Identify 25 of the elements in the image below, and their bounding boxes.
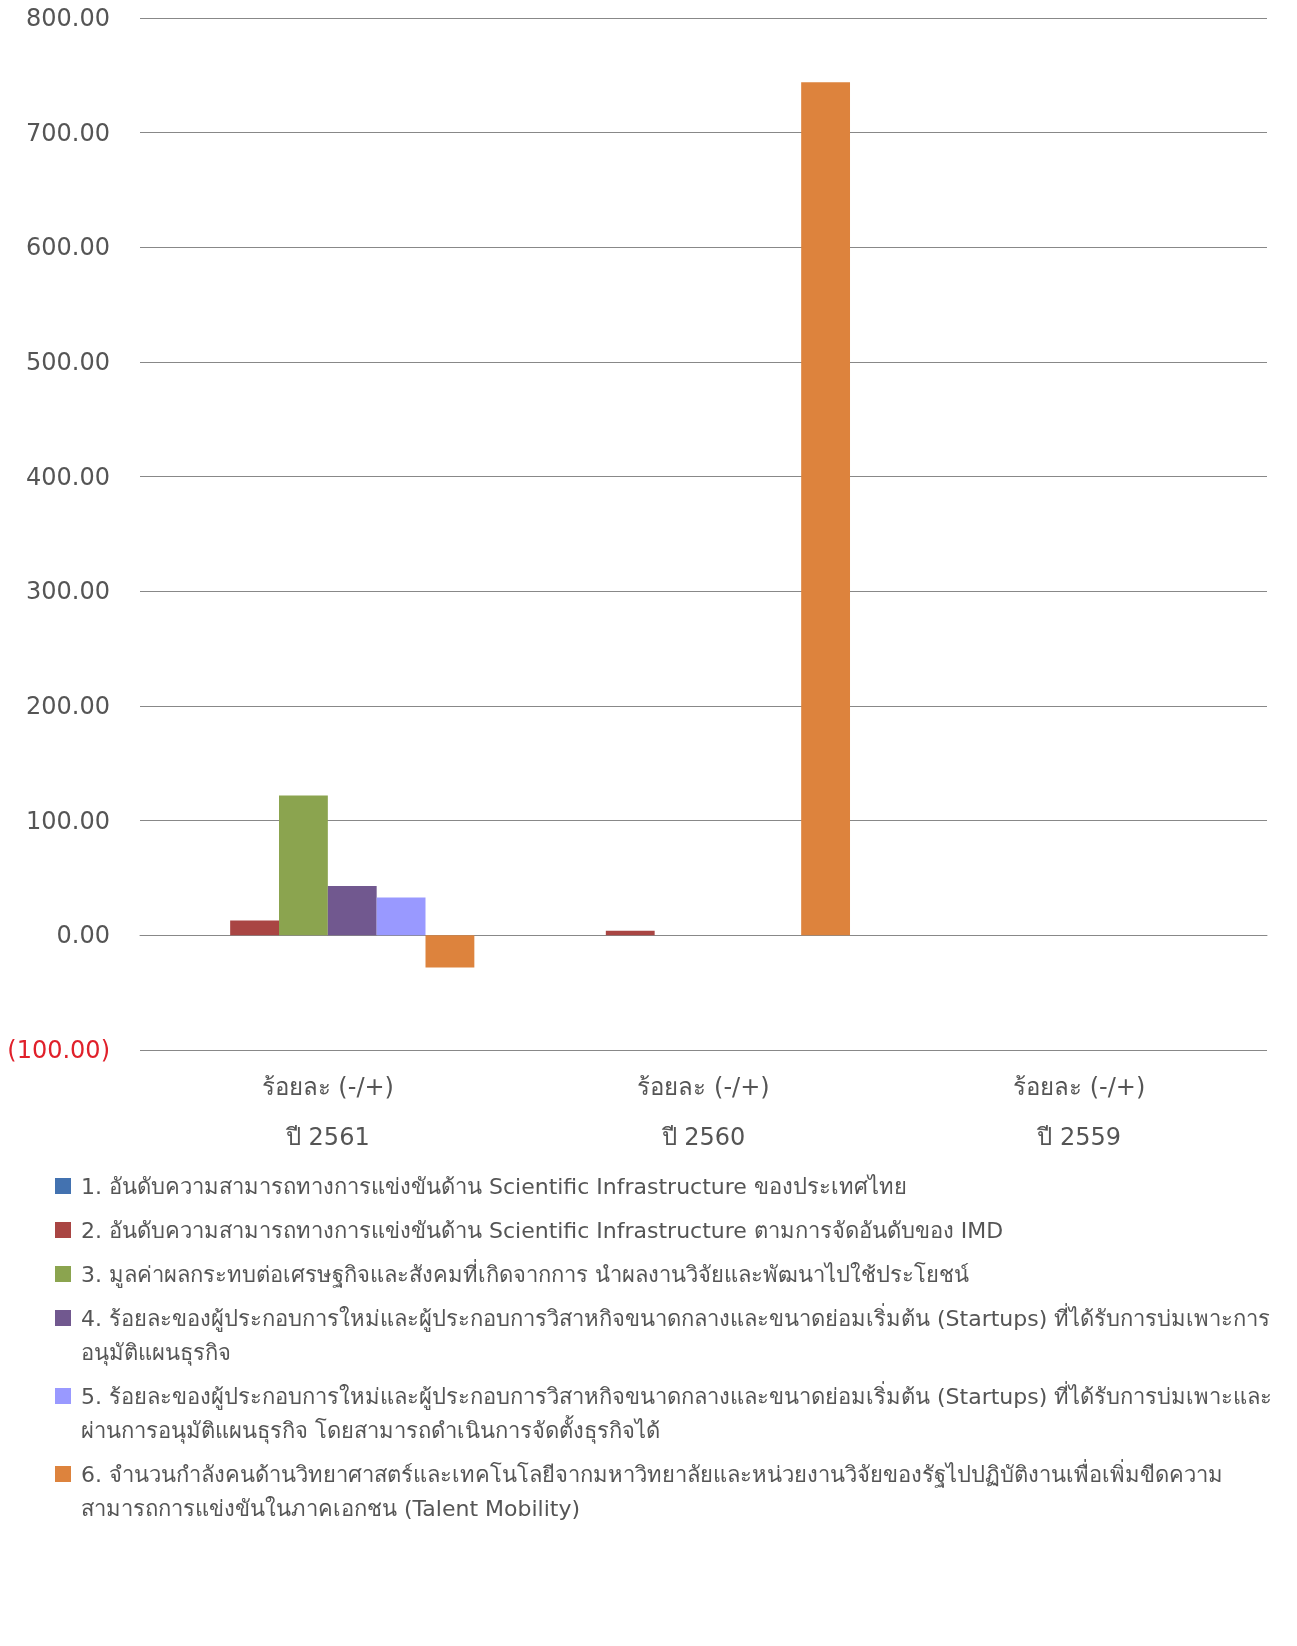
y-tick-label: 800.00 xyxy=(26,4,110,32)
bar xyxy=(327,886,377,936)
y-tick-label: 400.00 xyxy=(26,462,110,491)
bar xyxy=(279,795,328,936)
legend-label: 3. มูลค่าผลกระทบต่อเศรษฐกิจและสังคมที่เกิดจากการ นำผลงานวิจัยและพัฒนาไปใช้ประโยชน์ xyxy=(81,1258,969,1290)
y-tick-label: 200.00 xyxy=(26,692,110,720)
y-tick-label: 0.00 xyxy=(56,921,110,950)
y-tick-label: (100.00) xyxy=(7,1036,110,1064)
y-tick-label: 100.00 xyxy=(26,806,110,835)
bar xyxy=(376,897,426,936)
y-tick-label: 500.00 xyxy=(26,348,110,376)
y-tick-label: 600.00 xyxy=(26,233,110,262)
legend-label: 2. อันดับความสามารถทางการแข่งขันด้าน Scientific Infrastructure ตามการจัดอันดับของ IMD xyxy=(81,1217,1004,1245)
legend-label: 6. จำนวนกำลังคนด้านวิทยาศาสตร์และเทคโนโลยีจากมหาวิทยาลัยและหน่วยงานวิจัยของรัฐไปปฏิบัติงานเพื่อเพิ่มขีดความสามารถการแข่งขันในภาคเอกชน (Talent Mobility) xyxy=(81,1458,1224,1523)
bar xyxy=(230,920,279,936)
bar xyxy=(801,82,851,936)
bar xyxy=(425,935,475,968)
x-tick-label: ร้อยละ (-/+) ปี 2560 xyxy=(637,1073,770,1151)
legend-label: 4. ร้อยละของผู้ประกอบการใหม่และผู้ประกอบการวิสาหกิจขนาดกลางและขนาดย่อมเริ่มต้น (Startups) ที่ได้รับการบ่มเพาะการอนุมัติแผนธุรกิจ xyxy=(81,1302,1272,1368)
y-tick-label: 700.00 xyxy=(26,118,110,147)
x-tick-label: ร้อยละ (-/+) ปี 2559 xyxy=(1013,1073,1146,1151)
y-tick-label: 300.00 xyxy=(26,577,110,606)
legend-label: 5. ร้อยละของผู้ประกอบการใหม่และผู้ประกอบการวิสาหกิจขนาดกลางและขนาดย่อมเริ่มต้น (Startups) ที่ได้รับการบ่มเพาะและผ่านการอนุมัติแผนธุรกิจ โดยสามารถดำเนินการจัดตั้งธุรกิจได้ xyxy=(81,1380,1274,1446)
x-tick-label: ร้อยละ (-/+) ปี 2561 xyxy=(261,1073,394,1151)
legend-label: 1. อันดับความสามารถทางการแข่งขันด้าน Scientific Infrastructure ของประเทศไทย xyxy=(81,1173,907,1201)
